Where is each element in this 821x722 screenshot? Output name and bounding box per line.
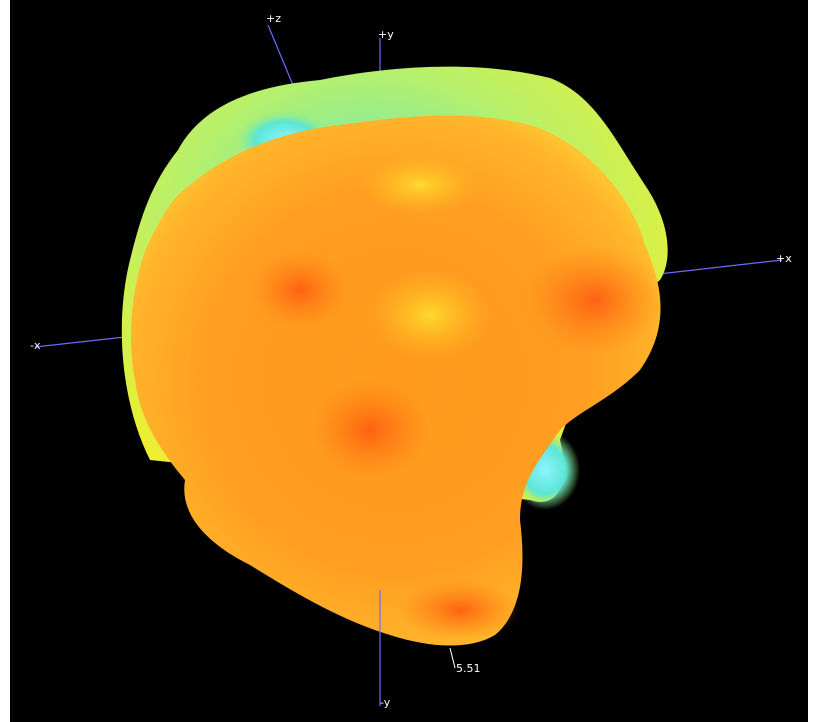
axis-label: -y: [380, 696, 391, 709]
surface-highlight: [360, 155, 480, 215]
lobe-front: [130, 115, 661, 646]
surface-peak: [310, 380, 430, 480]
axis-label: -x: [30, 339, 41, 352]
axis-label: +x: [776, 252, 792, 265]
surface-peak: [400, 580, 520, 640]
x-axis-line-right: [649, 259, 783, 276]
surface-peak: [250, 250, 350, 330]
surface-highlight: [370, 270, 490, 360]
marker-label: 5.51: [456, 662, 481, 675]
x-axis-line-left: [34, 336, 126, 348]
marker-pointer: [449, 647, 456, 669]
surface-peak: [525, 245, 665, 355]
axis-label: +y: [378, 28, 394, 41]
axis-label: +z: [266, 12, 281, 25]
